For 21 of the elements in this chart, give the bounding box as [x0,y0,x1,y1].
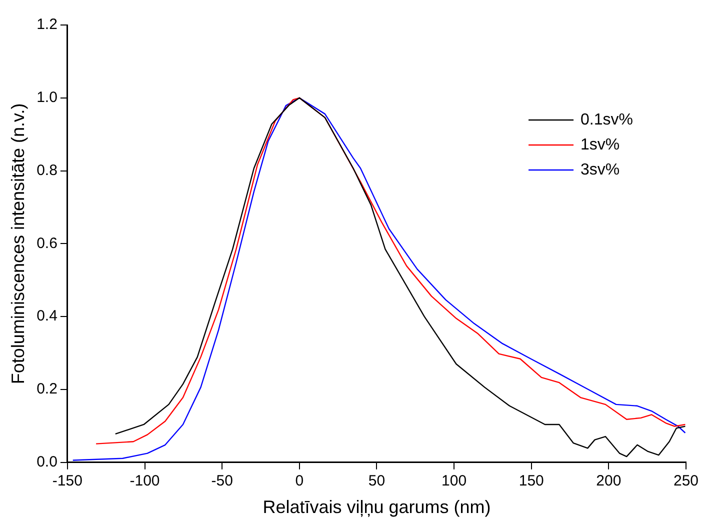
y-tick-label: 0.0 [36,454,58,471]
x-tick-label: 150 [518,472,544,490]
x-tick-label: -150 [52,472,82,490]
x-tick-label: 50 [368,472,386,490]
y-tick-label: 0.2 [36,380,58,398]
y-tick-label: 1.2 [36,16,58,34]
y-tick-label: 0.8 [36,162,58,179]
y-tick-label: 0.4 [36,308,58,325]
legend-label: 0.1sv% [580,111,633,128]
y-tick-label: 0.6 [36,234,58,252]
y-axis-title: Fotoluminiscences intensitāte (n.v.) [8,103,28,384]
x-axis-title: Relatīvais viļņu garums (nm) [262,497,491,518]
x-tick-label: -100 [130,472,160,490]
x-tick-label: 250 [673,472,699,490]
x-tick-label: -50 [211,472,233,490]
x-tick-label: 200 [596,472,622,490]
legend-label: 1sv% [580,136,620,154]
legend-label: 3sv% [580,161,620,178]
y-tick-label: 1.0 [36,89,58,106]
x-tick-label: 0 [295,472,304,490]
x-tick-label: 100 [442,472,467,490]
